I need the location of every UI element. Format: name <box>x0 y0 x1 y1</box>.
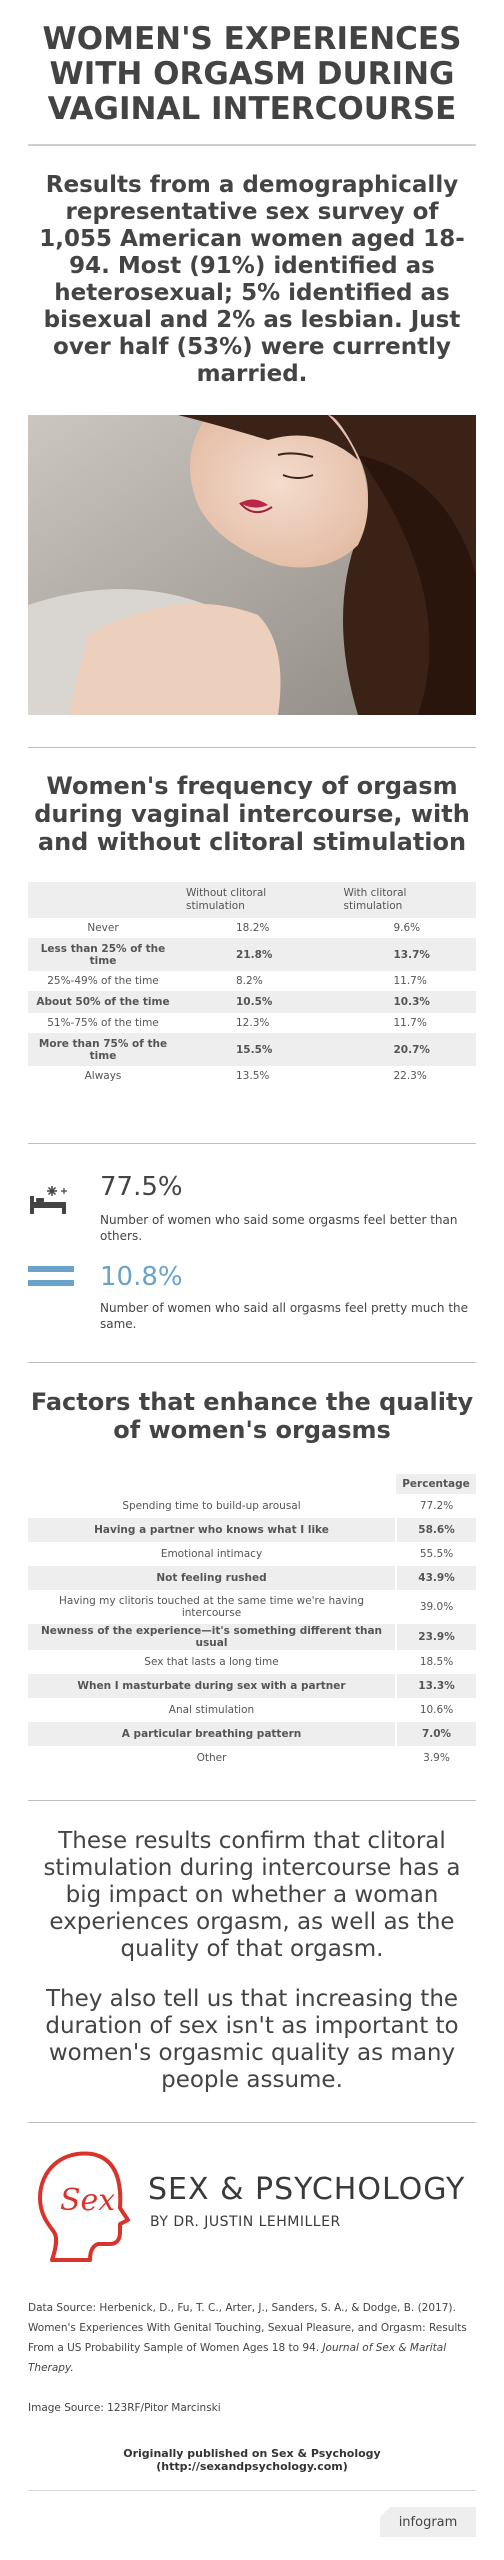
frequency-label: Less than 25% of the time <box>28 938 178 971</box>
original-publication-text: Originally published on Sex & Psychology… <box>123 2447 381 2473</box>
frequency-without-value: 13.5% <box>236 1070 270 1082</box>
table-row: Always 13.5% 22.3% <box>28 1066 476 1086</box>
data-source-journal: Journal of Sex & Marital Therapy. <box>28 2342 447 2374</box>
factor-label: Having a partner who knows what I like <box>28 1518 396 1542</box>
factor-label: A particular breathing pattern <box>28 1722 396 1746</box>
frequency-header-without: Without clitoral stimulation <box>178 882 336 918</box>
factor-value: 18.5% <box>395 1650 476 1674</box>
factor-label: Newness of the experience—it's something… <box>28 1624 396 1650</box>
conclusion-paragraph-2: They also tell us that increasing the du… <box>45 1986 459 2093</box>
factor-label: Other <box>196 1752 227 1764</box>
factor-value: 10.6% <box>395 1698 476 1722</box>
frequency-with-value: 20.7% <box>335 1033 476 1066</box>
table-row: Having a partner who knows what I like 5… <box>28 1518 476 1542</box>
frequency-label: About 50% of the time <box>28 991 178 1013</box>
stat-description: Number of women who said some orgasms fe… <box>100 1213 458 1243</box>
frequency-section-title: Women's frequency of orgasm during vagin… <box>34 772 470 856</box>
frequency-without-value: 12.3% <box>236 1017 270 1029</box>
factor-value: 7.0% <box>395 1722 476 1746</box>
frequency-without-value: 8.2% <box>236 975 263 987</box>
bed-fireworks-icon <box>28 1184 72 1223</box>
table-row: Spending time to build-up arousal 77.2% <box>28 1494 476 1518</box>
table-row: When I masturbate during sex with a part… <box>28 1674 476 1698</box>
factor-label: Having my clitoris touched at the same t… <box>59 1595 364 1619</box>
table-row: Other 3.9% <box>28 1746 476 1770</box>
factor-value: 43.9% <box>395 1566 476 1590</box>
frequency-label: More than 75% of the time <box>28 1033 178 1066</box>
section-divider <box>28 2122 476 2123</box>
page-title: WOMEN'S EXPERIENCES WITH ORGASM DURING V… <box>42 21 462 127</box>
frequency-label: 51%-75% of the time <box>47 1017 159 1029</box>
equals-icon <box>28 1266 74 1293</box>
table-row: Anal stimulation 10.6% <box>28 1698 476 1722</box>
table-row: 25%-49% of the time 8.2% 11.7% <box>28 971 476 991</box>
frequency-without-value: 18.2% <box>236 922 270 934</box>
factor-value: 23.9% <box>395 1624 476 1650</box>
frequency-label: 25%-49% of the time <box>47 975 159 987</box>
table-row: Having my clitoris touched at the same t… <box>28 1590 476 1624</box>
frequency-header-blank <box>28 882 178 918</box>
factor-value: 77.2% <box>395 1494 476 1518</box>
factor-label: Emotional intimacy <box>160 1548 263 1560</box>
frequency-with-value: 11.7% <box>393 975 427 987</box>
factor-label: When I masturbate during sex with a part… <box>28 1674 396 1698</box>
section-divider <box>28 1800 476 1801</box>
factor-value: 55.5% <box>395 1542 476 1566</box>
data-source-citation: Data Source: Herbenick, D., Fu, T. C., A… <box>28 2302 467 2354</box>
frequency-with-value: 9.6% <box>393 922 421 934</box>
frequency-with-value: 11.7% <box>393 1017 427 1029</box>
factor-label: Anal stimulation <box>168 1704 255 1716</box>
section-divider <box>28 1362 476 1363</box>
factors-section-title: Factors that enhance the quality of wome… <box>30 1388 474 1444</box>
table-row: Newness of the experience—it's something… <box>28 1624 476 1650</box>
factor-label: Spending time to build-up arousal <box>122 1500 301 1512</box>
factors-header-percentage: Percentage <box>396 1474 476 1494</box>
factor-value: 58.6% <box>395 1518 476 1542</box>
brand-name: SEX & PSYCHOLOGY <box>148 2172 466 2207</box>
infogram-badge[interactable]: infogram <box>380 2507 476 2537</box>
table-row: Never 18.2% 9.6% <box>28 918 476 938</box>
brand-byline: BY DR. JUSTIN LEHMILLER <box>150 2214 341 2230</box>
frequency-table: Without clitoral stimulation With clitor… <box>28 882 476 1086</box>
factor-label: Not feeling rushed <box>28 1566 396 1590</box>
stat-value: 10.8% <box>100 1262 183 1292</box>
frequency-with-value: 10.3% <box>335 991 476 1013</box>
intro-text: Results from a demographically represent… <box>39 172 465 387</box>
factor-label: Sex that lasts a long time <box>144 1656 279 1668</box>
table-row: More than 75% of the time 15.5% 20.7% <box>28 1033 476 1066</box>
factor-value: 39.0% <box>395 1590 476 1624</box>
factor-value: 3.9% <box>395 1746 476 1770</box>
table-row: Not feeling rushed 43.9% <box>28 1566 476 1590</box>
table-row: Emotional intimacy 55.5% <box>28 1542 476 1566</box>
frequency-with-value: 13.7% <box>335 938 476 971</box>
image-source-text: Image Source: 123RF/Pitor Marcinski <box>28 2402 221 2414</box>
factor-value: 13.3% <box>395 1674 476 1698</box>
frequency-with-value: 22.3% <box>393 1070 427 1082</box>
stat-value: 77.5% <box>100 1172 183 1202</box>
frequency-label: Never <box>87 922 119 934</box>
table-row: About 50% of the time 10.5% 10.3% <box>28 991 476 1013</box>
section-divider <box>28 1143 476 1144</box>
frequency-without-value: 15.5% <box>178 1033 336 1066</box>
frequency-without-value: 21.8% <box>178 938 336 971</box>
frequency-header-with: With clitoral stimulation <box>335 882 476 918</box>
title-divider <box>28 144 476 146</box>
data-source-text: Data Source: Herbenick, D., Fu, T. C., A… <box>28 2298 476 2378</box>
frequency-label: Always <box>84 1070 122 1082</box>
logo-lettering: Sex <box>60 2183 115 2218</box>
table-row: Sex that lasts a long time 18.5% <box>28 1650 476 1674</box>
footer-divider <box>28 2490 476 2491</box>
factors-header-blank <box>28 1474 396 1494</box>
table-row: A particular breathing pattern 7.0% <box>28 1722 476 1746</box>
table-row: 51%-75% of the time 12.3% 11.7% <box>28 1013 476 1033</box>
stat-description: Number of women who said all orgasms fee… <box>100 1301 469 1331</box>
woman-photo <box>28 415 476 715</box>
sex-psychology-logo: Sex <box>32 2148 138 2271</box>
conclusion-paragraph-1: These results confirm that clitoral stim… <box>43 1828 461 1962</box>
factors-table: Percentage Spending time to build-up aro… <box>28 1474 476 1770</box>
section-divider <box>28 747 476 748</box>
table-row: Less than 25% of the time 21.8% 13.7% <box>28 938 476 971</box>
frequency-without-value: 10.5% <box>178 991 336 1013</box>
